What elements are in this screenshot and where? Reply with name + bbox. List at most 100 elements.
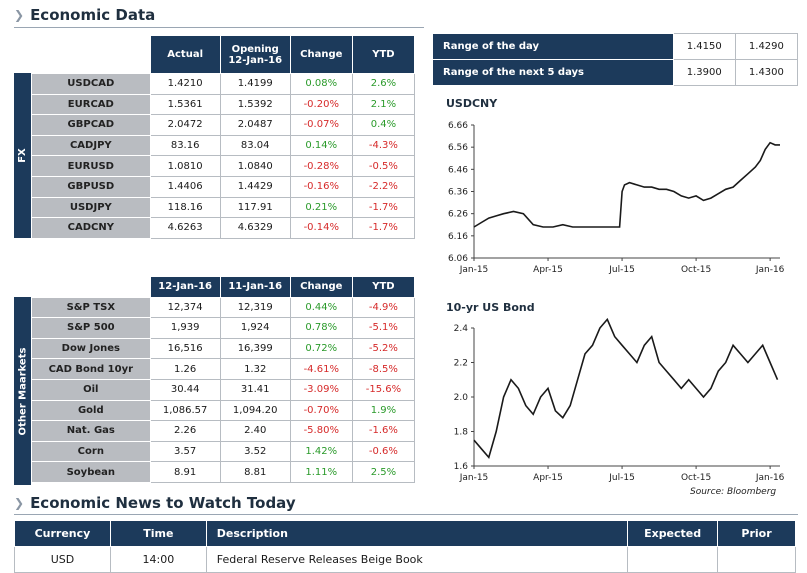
cell-date1: 8.91 xyxy=(149,461,221,483)
bond-chart: 1.6 1.8 2.0 2.2 2.4 Jan-15 Apr-15 Jul-15 Oct-15 J… xyxy=(454,318,785,483)
y-tick-label: 6.56 xyxy=(448,143,468,153)
source-note: Source: Bloomberg xyxy=(690,487,777,497)
fx-header-ytd: YTD xyxy=(351,35,416,74)
cell-change: -0.16% xyxy=(289,175,353,198)
cell-change: 1.42% xyxy=(289,440,353,463)
table-row: EURCAD 1.5361 1.5392 -0.20% 2.1% xyxy=(31,93,416,116)
x-tick-label: Oct-15 xyxy=(681,473,711,483)
table-row: Gold 1,086.57 1,094.20 -0.70% 1.9% xyxy=(31,399,416,422)
range-label: Range of the next 5 days xyxy=(432,59,674,86)
cell-change: -0.07% xyxy=(289,114,353,136)
cell-ytd: 0.4% xyxy=(351,114,416,136)
cell-change: 0.08% xyxy=(289,73,353,95)
range-row: Range of the next 5 days 1.3900 1.4300 xyxy=(432,59,799,86)
cell-actual: 1.4406 xyxy=(149,175,221,198)
cell-actual: 4.6263 xyxy=(149,217,221,239)
y-tick-label: 6.16 xyxy=(448,232,468,242)
cell-date1: 1,086.57 xyxy=(149,399,221,422)
fx-header-actual: Actual xyxy=(149,35,221,74)
cell-date2: 31.41 xyxy=(219,378,291,401)
cell-date2: 1,094.20 xyxy=(219,399,291,422)
title-divider xyxy=(14,27,424,28)
table-row: USDCAD 1.4210 1.4199 0.08% 2.6% xyxy=(31,73,416,95)
cell-change: -0.28% xyxy=(289,155,353,177)
cell-ytd: -5.1% xyxy=(351,317,416,339)
other-markets-table: 12-Jan-16 11-Jan-16 Change YTD S&P TSX 12… xyxy=(31,276,416,483)
cell-ytd: -1.6% xyxy=(351,420,416,442)
cell-date2: 16,399 xyxy=(219,337,291,360)
range-row: Range of the day 1.4150 1.4290 xyxy=(432,33,799,60)
cell-change: 1.11% xyxy=(289,461,353,483)
other-markets-side-label: Other Maarkets xyxy=(14,297,31,485)
cell-opening: 117.91 xyxy=(219,196,291,219)
news-row: USD 14:00 Federal Reserve Releases Beige B… xyxy=(14,546,796,573)
bond-chart-title: 10-yr US Bond xyxy=(446,301,535,314)
cell-ytd: 2.5% xyxy=(351,461,416,483)
economic-data-title-text: Economic Data xyxy=(30,6,156,24)
news-header-expected: Expected xyxy=(627,520,719,547)
news-title: ❯ Economic News to Watch Today xyxy=(14,494,296,512)
y-tick-label: 6.36 xyxy=(448,188,468,198)
table-row: S&P 500 1,939 1,924 0.78% -5.1% xyxy=(31,317,416,339)
table-row: GBPCAD 2.0472 2.0487 -0.07% 0.4% xyxy=(31,114,416,136)
y-tick-label: 6.06 xyxy=(448,254,468,264)
cell-ytd: 2.1% xyxy=(351,93,416,116)
chevron-right-icon: ❯ xyxy=(14,8,25,22)
table-row: EURUSD 1.0810 1.0840 -0.28% -0.5% xyxy=(31,155,416,177)
table-row: S&P TSX 12,374 12,319 0.44% -4.9% xyxy=(31,296,416,319)
x-tick-label: Apr-15 xyxy=(533,473,563,483)
row-label: USDJPY xyxy=(31,196,151,219)
fx-header-change: Change xyxy=(289,35,353,74)
cell-actual: 118.16 xyxy=(149,196,221,219)
row-label: CADCNY xyxy=(31,217,151,239)
y-tick-label: 6.66 xyxy=(448,121,468,131)
cell-ytd: 1.9% xyxy=(351,399,416,422)
cell-change: -4.61% xyxy=(289,358,353,380)
cell-ytd: -0.5% xyxy=(351,155,416,177)
cell-date2: 1,924 xyxy=(219,317,291,339)
table-row: Soybean 8.91 8.81 1.11% 2.5% xyxy=(31,461,416,483)
news-description: Federal Reserve Releases Beige Book xyxy=(205,546,629,573)
cell-ytd: -8.5% xyxy=(351,358,416,380)
table-row: USDJPY 118.16 117.91 0.21% -1.7% xyxy=(31,196,416,219)
other-header-ytd: YTD xyxy=(351,276,416,298)
cell-opening: 1.5392 xyxy=(219,93,291,116)
range-label: Range of the day xyxy=(432,33,674,60)
table-row: Nat. Gas 2.26 2.40 -5.80% -1.6% xyxy=(31,420,416,442)
cell-opening: 1.0840 xyxy=(219,155,291,177)
y-tick-label: 1.8 xyxy=(454,428,469,438)
row-label: Nat. Gas xyxy=(31,420,151,442)
cell-date2: 12,319 xyxy=(219,296,291,319)
y-tick-label: 6.46 xyxy=(448,165,468,175)
cell-change: -5.80% xyxy=(289,420,353,442)
cell-opening: 2.0487 xyxy=(219,114,291,136)
cell-date1: 1,939 xyxy=(149,317,221,339)
series-line xyxy=(473,318,779,460)
cell-date2: 1.32 xyxy=(219,358,291,380)
cell-date1: 12,374 xyxy=(149,296,221,319)
table-row: CADCNY 4.6263 4.6329 -0.14% -1.7% xyxy=(31,217,416,239)
row-label: CADJPY xyxy=(31,134,151,157)
news-prior xyxy=(717,546,796,573)
row-label: Dow Jones xyxy=(31,337,151,360)
y-tick-label: 6.26 xyxy=(448,210,468,220)
news-header-prior: Prior xyxy=(717,520,796,547)
x-tick-label: Jan-15 xyxy=(459,265,489,275)
cell-ytd: -15.6% xyxy=(351,378,416,401)
news-header-description: Description xyxy=(205,520,629,547)
x-tick-label: Jan-16 xyxy=(755,265,785,275)
news-header-time: Time xyxy=(109,520,207,547)
news-header-currency: Currency xyxy=(14,520,111,547)
economic-data-title: ❯ Economic Data xyxy=(14,6,155,24)
row-label: Soybean xyxy=(31,461,151,483)
cell-date1: 3.57 xyxy=(149,440,221,463)
y-tick-label: 2.2 xyxy=(454,359,468,369)
fx-table: Actual Opening 12-Jan-16 Change YTD USDCA… xyxy=(31,35,416,239)
cell-date1: 30.44 xyxy=(149,378,221,401)
cell-date1: 16,516 xyxy=(149,337,221,360)
cell-ytd: -0.6% xyxy=(351,440,416,463)
chevron-right-icon: ❯ xyxy=(14,496,25,510)
cell-ytd: -4.3% xyxy=(351,134,416,157)
range-high: 1.4290 xyxy=(734,33,799,60)
cell-change: 0.72% xyxy=(289,337,353,360)
